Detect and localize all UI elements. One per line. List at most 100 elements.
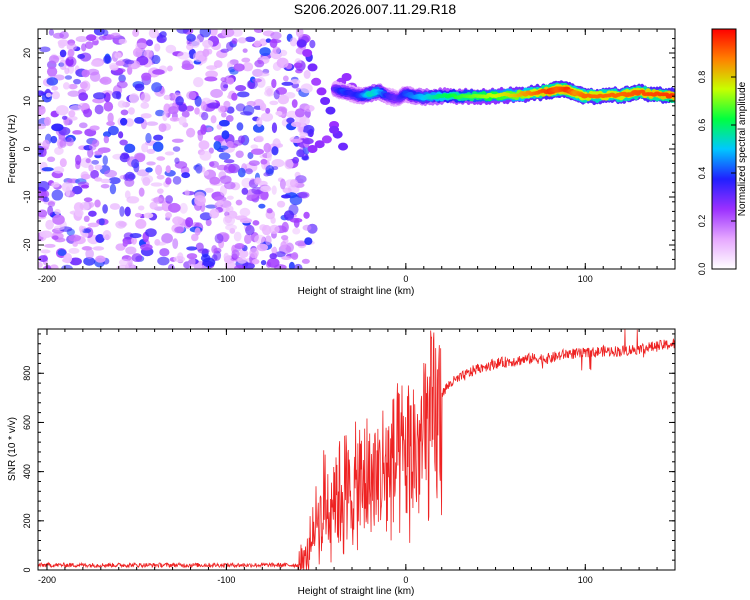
spectrogram-noise-cell	[284, 91, 296, 99]
spectrogram-noise-cell	[150, 182, 163, 187]
spectrogram-noise-cell	[269, 38, 278, 49]
spectrogram-noise-cell	[184, 189, 190, 196]
spectrogram-transition-cell	[316, 87, 327, 96]
spectrogram-noise-cell	[71, 185, 83, 195]
spectrogram-noise-cell	[88, 210, 97, 217]
spectrogram-transition-cell	[296, 39, 307, 48]
spectrogram-noise-cell	[223, 100, 231, 108]
spectrogram-noise-cell	[254, 234, 265, 244]
spectrogram-noise-cell	[250, 144, 259, 150]
spectrogram-noise-cell	[45, 219, 54, 230]
spectrogram-noise-cell	[200, 124, 207, 135]
spectrogram-noise-cell	[225, 224, 238, 231]
spectrogram-noise-cell	[48, 54, 60, 64]
spectrogram-noise-cell	[64, 67, 70, 75]
snr-panel: -200 -100 0 100 0 200 400 600 800 Height of stra…	[7, 328, 676, 597]
spectrogram-noise-cell	[282, 75, 289, 82]
spectrogram-noise-cell	[234, 243, 245, 250]
spectrogram-noise-cell	[296, 149, 305, 158]
spectrogram-noise-cell	[52, 214, 65, 225]
spectrogram-noise-cell	[282, 187, 292, 194]
spectrogram-noise-cell	[100, 184, 110, 189]
spectrogram-noise-cell	[199, 29, 211, 38]
spectrogram-noise-cell	[172, 176, 182, 185]
spectrogram-noise-cell	[115, 220, 127, 229]
colorbar-bar	[711, 28, 737, 270]
spectrogram-noise-cell	[171, 138, 184, 143]
spectrogram-noise-cell	[146, 148, 156, 154]
spectrogram-noise-cell	[128, 93, 139, 104]
spectrogram-noise-cell	[301, 258, 310, 264]
spectrogram-noise-cell	[68, 116, 78, 121]
spectrogram-noise-cell	[292, 156, 300, 164]
spectrogram-noise-cell	[213, 135, 225, 142]
spectrogram-noise-cell	[224, 181, 236, 190]
spectrogram-noise-cell	[90, 60, 103, 67]
spectrogram-noise-cell	[194, 227, 201, 236]
spectrogram-noise-cell	[238, 249, 249, 258]
spectrogram-noise-cell	[145, 167, 153, 173]
spectrogram-noise-cell	[49, 264, 59, 269]
spectrogram-transition-cell	[321, 135, 332, 144]
spectrogram-noise-cell	[254, 59, 265, 68]
spectrogram-noise-cell	[291, 252, 299, 260]
spectrogram-noise-cell	[303, 70, 311, 79]
spectrogram-noise-cell	[47, 156, 56, 163]
spectrogram-noise-cell	[155, 164, 163, 176]
spectrogram-noise-cell	[131, 236, 137, 245]
spectrogram-noise-cell	[44, 243, 56, 248]
spectrogram-noise-cell	[202, 39, 214, 48]
spectrogram-noise-cell	[205, 218, 212, 227]
spectrogram-noise-cell	[39, 46, 51, 53]
spectrogram-noise-cell	[286, 117, 295, 124]
spectrogram-noise-cell	[92, 97, 105, 104]
spectrogram-noise-cell	[276, 143, 284, 148]
spectrogram-noise-cell	[265, 107, 271, 114]
spectrogram-noise-cell	[306, 129, 314, 137]
spectrogram-noise-cell	[281, 255, 292, 261]
spectrogram-noise-cell	[233, 231, 242, 242]
spectrogram-noise-cell	[271, 247, 277, 253]
spectrogram-noise-cell	[236, 122, 244, 131]
spectrogram-noise-cell	[86, 34, 97, 41]
spectrogram-noise-cell	[145, 132, 152, 144]
spectrogram-noise-cell	[241, 57, 251, 63]
spectrogram-noise-cell	[223, 159, 235, 164]
spectrogram-noise-cell	[165, 177, 172, 185]
spectrogram-noise-cell	[38, 209, 48, 218]
spectrogram-noise-cell	[73, 202, 84, 213]
spectrogram-noise-cell	[207, 102, 220, 109]
spectrogram-noise-cell	[72, 130, 83, 135]
spectrogram-noise-cell	[83, 256, 96, 266]
spectrogram-noise-cell	[208, 147, 214, 154]
colorbar-tick-label: 0.8	[697, 71, 707, 84]
spectrogram-noise-cell	[116, 264, 130, 269]
spectrogram-noise-cell	[237, 37, 247, 44]
spectrogram-noise-cell	[108, 177, 121, 185]
spectrogram-noise-cell	[260, 259, 267, 266]
spectrogram-noise-cell	[137, 205, 145, 211]
spectrogram-noise-cell	[260, 185, 272, 193]
spectrogram-noise-cell	[94, 104, 104, 115]
spectrogram-noise-cell	[88, 164, 94, 172]
spectrogram-noise-cell	[209, 176, 221, 185]
spectrogram-noise-cell	[245, 168, 253, 175]
snr-yaxis-tick-label: 400	[22, 464, 32, 479]
colorbar-ticks: 0.0 0.2 0.4 0.6 0.8	[697, 71, 736, 275]
spectrogram-noise-cell	[235, 199, 243, 206]
spectrogram-xaxis-tick-label: -100	[217, 274, 235, 284]
spectrogram-noise-cell	[233, 63, 245, 72]
spectrogram-noise-cell	[198, 140, 210, 150]
spectrogram-noise-cell	[293, 62, 303, 69]
spectrogram-noise-cell	[74, 209, 84, 217]
spectrogram-noise-cell	[143, 212, 154, 219]
spectrogram-noise-cell	[118, 258, 130, 267]
spectrogram-noise-cell	[63, 252, 73, 264]
spectrogram-noise-cell	[202, 48, 210, 57]
spectrogram-xaxis-tick-label: 0	[403, 274, 408, 284]
spectrogram-noise-cell	[266, 150, 272, 162]
spectrogram-noise-cell	[104, 169, 118, 178]
snr-xaxis-tick-label: -100	[217, 575, 235, 585]
spectrogram-noise-cell	[94, 199, 101, 208]
